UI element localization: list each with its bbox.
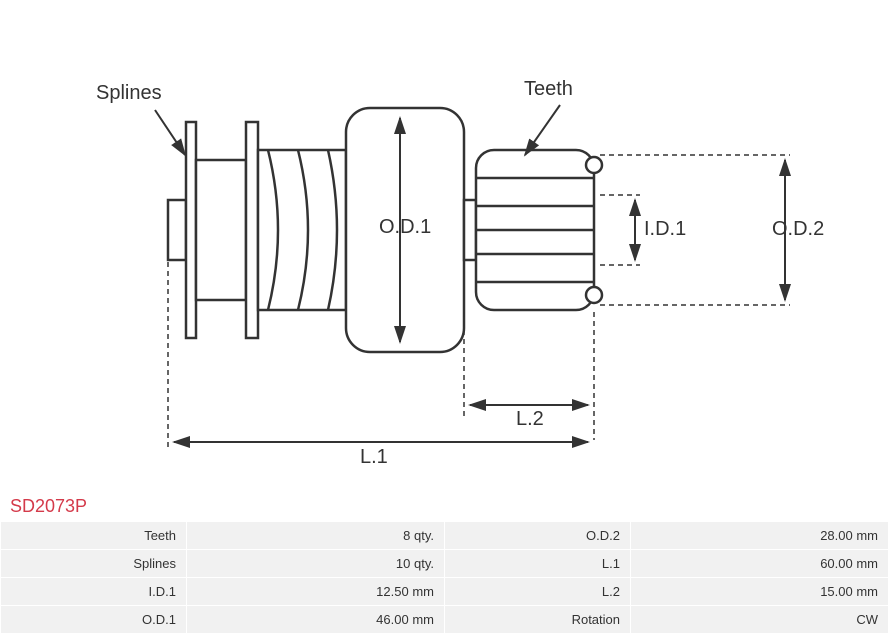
spec-value: 46.00 mm — [187, 606, 444, 633]
spec-label: Splines — [1, 550, 186, 577]
technical-diagram: Splines Teeth O.D.1 I.D.1 O.D.2 L.2 L.1 — [0, 0, 889, 490]
table-row: O.D.146.00 mmRotationCW — [1, 606, 888, 633]
table-row: I.D.112.50 mmL.215.00 mm — [1, 578, 888, 605]
spec-label: O.D.2 — [445, 522, 630, 549]
spec-value: 60.00 mm — [631, 550, 888, 577]
spec-value: 10 qty. — [187, 550, 444, 577]
diagram-svg — [0, 0, 889, 490]
spec-label: L.1 — [445, 550, 630, 577]
spec-label: O.D.1 — [1, 606, 186, 633]
label-l2: L.2 — [516, 408, 544, 431]
spec-value: 12.50 mm — [187, 578, 444, 605]
spec-label: L.2 — [445, 578, 630, 605]
spec-value: 15.00 mm — [631, 578, 888, 605]
spec-label: Teeth — [1, 522, 186, 549]
part-number: SD2073P — [0, 490, 889, 521]
label-l1: L.1 — [360, 446, 388, 469]
table-row: Teeth8 qty.O.D.228.00 mm — [1, 522, 888, 549]
table-row: Splines10 qty.L.160.00 mm — [1, 550, 888, 577]
label-id1: I.D.1 — [644, 218, 686, 241]
spec-table: Teeth8 qty.O.D.228.00 mmSplines10 qty.L.… — [0, 521, 889, 634]
label-splines: Splines — [96, 82, 162, 105]
label-od1: O.D.1 — [379, 216, 431, 239]
spec-label: Rotation — [445, 606, 630, 633]
spec-value: 28.00 mm — [631, 522, 888, 549]
spec-value: CW — [631, 606, 888, 633]
spec-label: I.D.1 — [1, 578, 186, 605]
label-teeth: Teeth — [524, 78, 573, 101]
label-od2: O.D.2 — [772, 218, 824, 241]
spec-value: 8 qty. — [187, 522, 444, 549]
